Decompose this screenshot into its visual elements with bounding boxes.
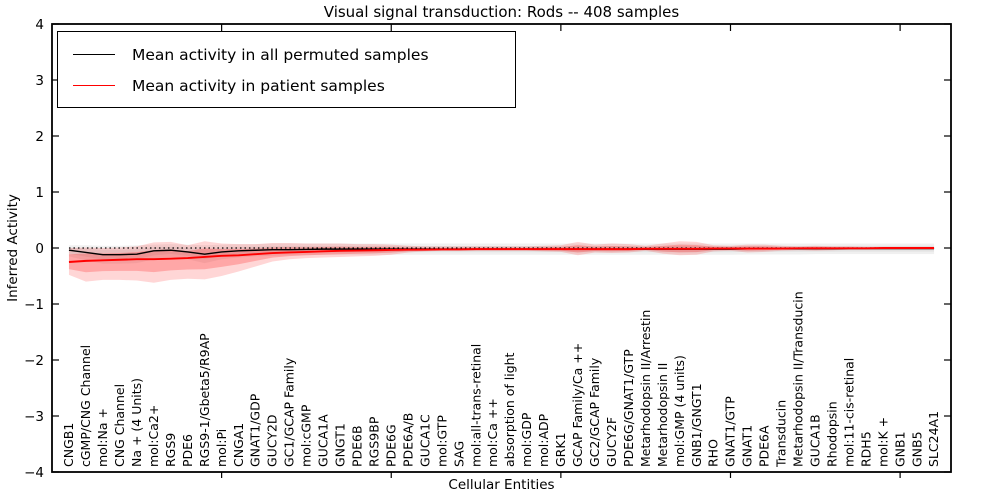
y-tick-label: −4 xyxy=(24,465,44,481)
x-tick-label: RHO xyxy=(706,439,721,467)
y-tick-label: −3 xyxy=(24,409,44,425)
x-tick-label: GUCA1A xyxy=(316,414,331,467)
y-tick-label: 4 xyxy=(35,17,44,33)
x-tick-label: PDE6 xyxy=(180,434,195,467)
chart-title: Visual signal transduction: Rods -- 408 … xyxy=(323,3,680,21)
legend-label-patient: Mean activity in patient samples xyxy=(132,76,385,95)
x-tick-label: GNB1 xyxy=(892,431,907,467)
x-tick-label: mol:GMP (4 units) xyxy=(672,355,687,467)
patient-samples-band xyxy=(68,241,935,283)
y-tick-label: 3 xyxy=(35,73,44,89)
x-tick-label: mol:Na + xyxy=(95,408,110,467)
x-tick-label: GC2/GCAP Family xyxy=(587,357,602,467)
x-tick-label: mol:K + xyxy=(875,417,890,467)
series-line xyxy=(68,247,935,263)
x-tick-label: mol:11-cis-retinal xyxy=(841,358,856,467)
x-tick-label: PDE6A xyxy=(757,425,772,467)
x-tick-label: Metarhodopsin II/Arrestin xyxy=(638,310,653,467)
x-tick-label: mol:all-trans-retinal xyxy=(468,344,483,467)
x-tick-label: Metarhodopsin II/Transducin xyxy=(791,291,806,467)
y-axis-label-wrap: Inferred Activity xyxy=(0,24,26,472)
y-axis-label: Inferred Activity xyxy=(5,194,22,302)
y-tick-label: 2 xyxy=(35,129,44,145)
x-tick-label: GNB5 xyxy=(909,431,924,467)
x-tick-label: SLC24A1 xyxy=(926,411,941,467)
x-tick-label: GUCY2D xyxy=(265,414,280,467)
x-tick-label: GRK1 xyxy=(553,432,568,467)
x-tick-label: GUCY2F xyxy=(604,417,619,467)
x-tick-label: RDH5 xyxy=(858,431,873,467)
y-tick-label: −2 xyxy=(24,353,44,369)
x-tick-label: CNG Channel xyxy=(112,384,127,467)
x-tick-label: RGS9BP xyxy=(366,416,381,467)
x-tick-label: mol:Pi xyxy=(214,429,229,467)
legend-item-permuted: Mean activity in all permuted samples xyxy=(58,39,515,70)
legend-item-patient: Mean activity in patient samples xyxy=(58,70,515,101)
x-tick-label: PDE6G xyxy=(383,424,398,467)
x-tick-label: absorption of light xyxy=(502,352,517,467)
x-tick-label: RGS9-1/Gbeta5/R9AP xyxy=(197,333,212,467)
legend-label-permuted: Mean activity in all permuted samples xyxy=(132,45,429,64)
black-line-swatch xyxy=(73,54,115,55)
x-tick-label: PDE6G/GNAT1/GTP xyxy=(621,349,636,467)
x-tick-label: Transducin xyxy=(774,400,789,468)
x-tick-label: GNAT1/GDP xyxy=(248,393,263,467)
x-tick-label: PDE6A/B xyxy=(400,413,415,467)
x-tick-label: SAG xyxy=(451,441,466,467)
x-tick-label: GNAT1/GTP xyxy=(723,396,738,467)
x-tick-label: Rhodopsin xyxy=(824,401,839,467)
legend: Mean activity in all permuted samples Me… xyxy=(57,31,516,108)
x-tick-label: GC1/GCAP Family xyxy=(282,357,297,467)
x-tick-label: RGS9 xyxy=(163,433,178,467)
x-tick-label: GNGT1 xyxy=(333,423,348,467)
x-tick-label: GUCA1C xyxy=(417,414,432,467)
x-tick-label: Metarhodopsin II xyxy=(655,363,670,467)
x-tick-label: GNB1/GNGT1 xyxy=(689,383,704,467)
y-tick-label: −1 xyxy=(24,297,44,313)
x-tick-label: mol:cGMP xyxy=(299,404,314,467)
y-tick-label: 0 xyxy=(35,241,44,257)
x-tick-label: cGMP/CNG Channel xyxy=(78,345,93,467)
x-axis-label: Cellular Entities xyxy=(448,477,555,493)
x-tick-label: GCAP Family/Ca ++ xyxy=(570,343,585,467)
y-tick-label: 1 xyxy=(35,185,44,201)
patient-samples-band xyxy=(68,244,935,273)
x-tick-label: mol:GDP xyxy=(519,412,534,467)
x-tick-label: mol:ADP xyxy=(536,413,551,467)
x-tick-label: CNGB1 xyxy=(61,423,76,467)
red-line-swatch xyxy=(73,85,115,86)
x-tick-label: CNGA1 xyxy=(231,423,246,467)
x-tick-label: mol:Ca ++ xyxy=(485,398,500,467)
x-tick-label: mol:Ca2+ xyxy=(146,405,161,467)
x-tick-label: GUCA1B xyxy=(808,414,823,467)
x-tick-label: mol:GTP xyxy=(434,415,449,467)
x-tick-label: PDE6B xyxy=(350,425,365,467)
x-tick-label: GNAT1 xyxy=(740,425,755,467)
x-tick-label: Na + (4 Units) xyxy=(129,378,144,467)
